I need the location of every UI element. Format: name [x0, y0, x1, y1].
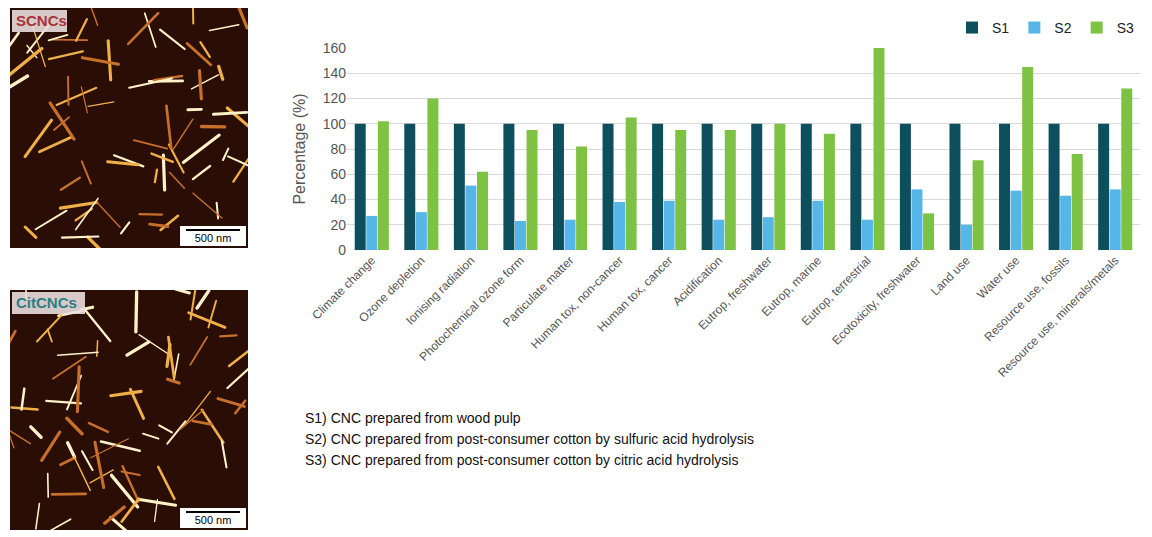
svg-text:Eutrop, terrestrial: Eutrop, terrestrial	[799, 253, 874, 328]
svg-text:S2: S2	[1054, 20, 1071, 36]
html-text:S2) CNC prepared from post-con: S2) CNC prepared from post-consumer cott…	[305, 431, 754, 447]
svg-text:160: 160	[323, 40, 347, 56]
svg-text:40: 40	[330, 191, 346, 207]
svg-text:Eutrop, freshwater: Eutrop, freshwater	[695, 253, 774, 332]
svg-text:20: 20	[330, 217, 346, 233]
svg-text:100: 100	[323, 116, 347, 132]
svg-text:500 nm: 500 nm	[195, 514, 232, 526]
svg-text:60: 60	[330, 166, 346, 182]
svg-text:0: 0	[338, 242, 346, 258]
svg-text:Photochemical ozone form: Photochemical ozone form	[416, 253, 526, 363]
svg-text:Resource use, minerals/metals: Resource use, minerals/metals	[995, 253, 1121, 379]
svg-text:Ionising radiation: Ionising radiation	[403, 253, 477, 327]
svg-text:140: 140	[323, 65, 347, 81]
svg-text:Eutrop, marine: Eutrop, marine	[759, 253, 825, 319]
html-text:S1) CNC prepared from wood pul: S1) CNC prepared from wood pulp	[305, 410, 521, 426]
svg-text:SCNCs: SCNCs	[16, 12, 67, 29]
html-text:S3) CNC prepared from post-con: S3) CNC prepared from post-consumer cott…	[305, 452, 739, 468]
svg-text:Water use: Water use	[974, 253, 1022, 301]
svg-text:500 nm: 500 nm	[195, 232, 232, 244]
svg-text:Ozone depletion: Ozone depletion	[356, 253, 428, 325]
svg-text:S1: S1	[992, 20, 1009, 36]
svg-text:Acidification: Acidification	[670, 253, 725, 308]
svg-text:CitCNCs: CitCNCs	[16, 294, 77, 311]
svg-text:Ecotoxicity, freshwater: Ecotoxicity, freshwater	[829, 253, 923, 347]
svg-text:120: 120	[323, 90, 347, 106]
svg-text:Climate change: Climate change	[309, 253, 378, 322]
svg-text:Human tox, cancer: Human tox, cancer	[594, 253, 675, 334]
svg-text:S3: S3	[1117, 20, 1134, 36]
svg-text:Particulate matter: Particulate matter	[500, 253, 576, 329]
svg-text:Resource use, fossils: Resource use, fossils	[981, 253, 1072, 344]
svg-text:Human tox, non-cancer: Human tox, non-cancer	[528, 253, 626, 351]
svg-text:Land use: Land use	[928, 253, 973, 298]
svg-text:Percentage (%): Percentage (%)	[291, 93, 308, 204]
svg-text:80: 80	[330, 141, 346, 157]
